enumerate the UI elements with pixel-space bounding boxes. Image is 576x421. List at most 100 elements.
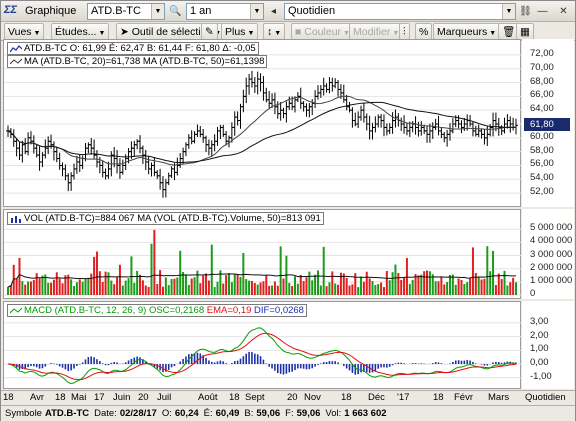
volume-axis-tick: 0 [530, 288, 536, 299]
ma20-label: MA (ATD.B-TC, 20)=61,738 [24, 56, 141, 67]
status-value: 59,06 [256, 408, 281, 419]
status-label: É: [203, 408, 213, 419]
macd-histogram-bar [30, 364, 32, 367]
volume-bar [15, 278, 18, 295]
macd-panel[interactable]: MACD (ATD.B-TC, 12, 26, 9) OSC=0,2168 EM… [3, 301, 522, 389]
interval-prev-icon[interactable]: ◂ [270, 6, 277, 17]
chevron-down-icon: ▼ [343, 30, 350, 37]
volume-axis: 5 000 000 4 000 000 3 000 000 2 000 000 1 00… [522, 209, 574, 299]
volume-bar [156, 283, 159, 295]
volume-bar [357, 287, 360, 295]
status-label: Date: [94, 408, 117, 419]
volume-bar [282, 278, 285, 295]
macd-series-icon [10, 307, 22, 314]
markers-label: Marqueurs [437, 26, 488, 38]
macd-axis-tick: 0,00 [530, 357, 549, 369]
macd-histogram-bar [386, 364, 388, 368]
volume-panel[interactable]: VOL (ATD.B-TC)=884 067 MA (VOL (ATD.B-TC… [3, 209, 522, 299]
signal-line [7, 332, 517, 381]
studies-button[interactable]: Études... ▼ [51, 23, 110, 40]
macd-histogram-bar [231, 363, 233, 365]
markers-button[interactable]: Marqueurs ▼ [433, 23, 501, 40]
chevron-down-icon: ▼ [247, 30, 255, 37]
minimize-icon[interactable]: — [537, 6, 548, 17]
date-axis-label: Mars [488, 392, 510, 403]
properties-button[interactable]: ▦ [516, 23, 534, 40]
volume-bar [29, 281, 32, 295]
macd-histogram-bar [400, 362, 402, 365]
date-axis: 18 Avr 18 Mai 17 Juin 20 Juil Août 18 Sept 20 Nov 18 D… [1, 390, 575, 404]
macd-histogram-bar [308, 364, 311, 370]
volume-bar [64, 275, 67, 295]
macd-histogram-bar [219, 360, 222, 365]
volume-bar [334, 283, 337, 295]
macd-histogram-bar [107, 364, 110, 366]
volume-bar [400, 279, 403, 295]
modify-button[interactable]: Modifier ▼ [349, 23, 404, 40]
macd-histogram-bar [144, 361, 147, 365]
date-axis-label: Févr [454, 392, 473, 403]
volume-bar [431, 274, 434, 295]
link-icon[interactable]: ⛓ [519, 6, 532, 17]
bars-button[interactable]: ⫶ [399, 23, 410, 40]
selection-tool-button[interactable]: ➤ Outil de sélection▼ [116, 23, 226, 40]
volume-bar [32, 280, 35, 295]
color-button[interactable]: ■ Couleur ▼ [291, 23, 354, 40]
interval-select[interactable]: Quotidien ▼ [284, 3, 516, 20]
search-icon[interactable]: 🔍 [169, 6, 182, 17]
volume-bar [268, 285, 271, 295]
date-axis-label: 20 [138, 392, 149, 403]
macd-histogram-bar [167, 364, 170, 370]
volume-ma-line [7, 273, 517, 288]
chevron-down-icon[interactable]: ▼ [250, 4, 263, 19]
date-axis-label: 17 [94, 392, 105, 403]
status-value: 60,24 [174, 408, 199, 419]
macd-histogram-bar [33, 364, 35, 367]
volume-ma-label: MA (VOL (ATD.B-TC).Volume, 50)=813 091 [137, 213, 321, 224]
move-button[interactable]: ↕ ▼ [263, 23, 286, 40]
macd-axis-tick: 3,00 [530, 315, 549, 327]
volume-bar [509, 282, 512, 295]
volume-bar [428, 271, 431, 295]
volume-bar [512, 277, 515, 295]
macd-histogram-bar [486, 364, 489, 366]
date-axis-label: '17 [397, 392, 410, 403]
volume-bar [190, 278, 193, 295]
symbol-input[interactable]: ATD.B-TC ▼ [87, 3, 165, 20]
chevron-down-icon[interactable]: ▼ [502, 4, 515, 19]
macd-histogram-bar [503, 362, 506, 365]
views-button[interactable]: Vues ▼ [4, 23, 45, 40]
status-label: Vol: [325, 408, 342, 419]
volume-bar [187, 284, 190, 295]
volume-bar [440, 277, 443, 295]
volume-bar [489, 271, 492, 295]
range-select-value: 1 an [190, 5, 212, 17]
chevron-down-icon[interactable]: ▼ [151, 4, 164, 19]
volume-bar [365, 271, 368, 295]
range-select[interactable]: 1 an ▼ [186, 3, 264, 20]
modify-label: Modifier [353, 26, 391, 38]
price-value: F: 61,80 [182, 43, 220, 54]
volume-bar [164, 277, 167, 295]
percent-button[interactable]: % [415, 23, 433, 40]
volume-bar [239, 276, 242, 295]
price-values: O: 61,99 É: 62,47 B: 61,44 F: 61,80 Δ: -… [70, 43, 256, 54]
volume-bar [205, 273, 208, 295]
macd-histogram-bar [391, 364, 394, 366]
volume-bar [253, 282, 256, 295]
bars-icon: ⫶ [403, 26, 406, 38]
macd-histogram-bar [110, 362, 113, 365]
plus-button[interactable]: Plus ▼ [221, 23, 259, 40]
price-axis-tick: 52,00 [530, 186, 554, 198]
macd-histogram-bar [276, 364, 279, 374]
price-panel[interactable]: ATD.B-TC O: 61,99 É: 62,47 B: 61,44 F: 6… [3, 39, 522, 207]
macd-histogram-bar [205, 357, 207, 365]
macd-axis: 3,00 2,00 1,00 0,00 -1,00 [522, 301, 574, 389]
volume-bar [337, 284, 340, 295]
volume-bar [477, 276, 480, 295]
macd-histogram-bar [190, 353, 193, 365]
macd-histogram-bar [202, 355, 204, 365]
macd-histogram-bar [21, 364, 24, 370]
pencil-button[interactable]: ✎ [201, 23, 218, 40]
close-icon[interactable]: ✕ [559, 6, 568, 17]
